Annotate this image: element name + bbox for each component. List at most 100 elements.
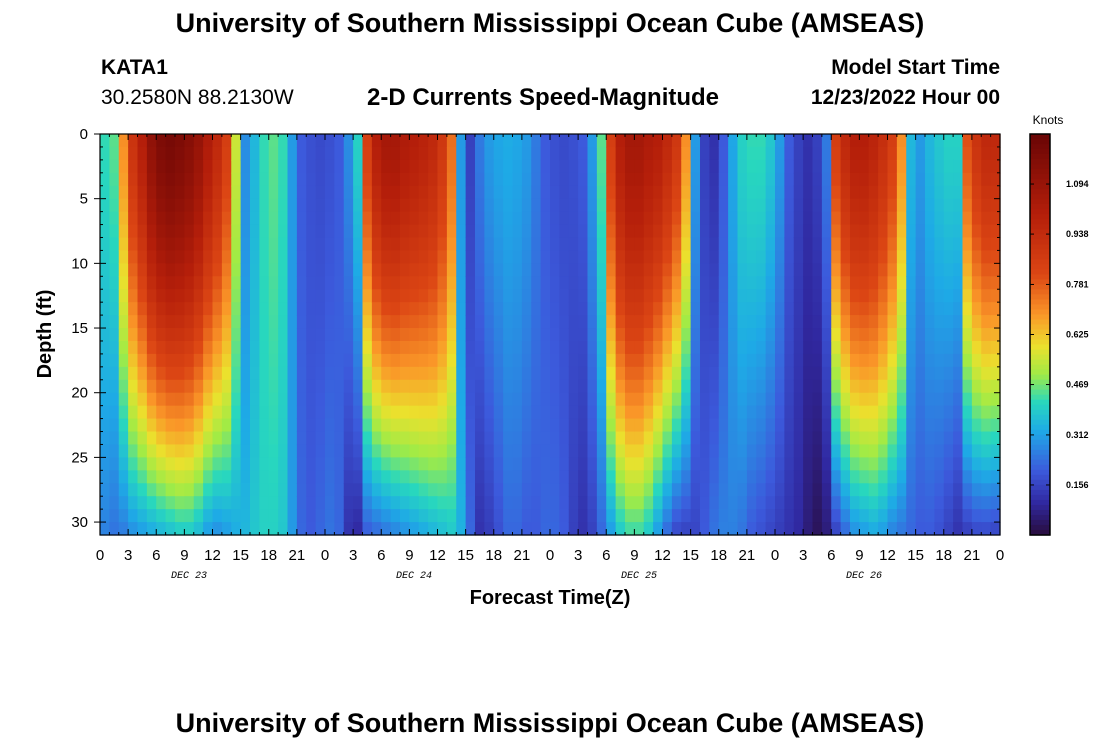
heatmap-cell [231, 302, 242, 316]
heatmap-cell [203, 483, 214, 497]
heatmap-cell [775, 340, 785, 355]
heatmap-cell [887, 366, 898, 381]
heatmap-cell [925, 172, 935, 187]
heatmap-cell [287, 159, 298, 174]
heatmap-cell [784, 444, 795, 458]
heatmap-cell [456, 289, 467, 303]
heatmap-cell [390, 302, 401, 316]
heatmap-cell [418, 340, 429, 355]
heatmap-cell [156, 418, 167, 433]
heatmap-cell [343, 340, 354, 355]
heatmap-cell [390, 159, 401, 174]
heatmap-cell [671, 211, 682, 226]
heatmap-cell [278, 522, 289, 536]
heatmap-cell [146, 263, 157, 277]
heatmap-cell [184, 224, 195, 239]
heatmap-cell [737, 185, 748, 200]
heatmap-cell [184, 302, 195, 316]
heatmap-cell [437, 302, 448, 316]
heatmap-cell [934, 496, 945, 510]
heatmap-cell [146, 353, 157, 368]
heatmap-cell [512, 457, 523, 471]
heatmap-cell [390, 315, 401, 329]
heatmap-cell [971, 366, 982, 381]
heatmap-cell [325, 224, 335, 239]
heatmap-cell [981, 431, 992, 446]
heatmap-cell [821, 315, 832, 329]
heatmap-cell [803, 146, 814, 161]
heatmap-cell [953, 431, 964, 446]
heatmap-cell [953, 353, 964, 368]
heatmap-cell [475, 353, 485, 368]
heatmap-cell [784, 379, 795, 394]
heatmap-cell [981, 483, 992, 497]
heatmap-cell [446, 315, 457, 329]
heatmap-cell [606, 315, 617, 329]
heatmap-cell [268, 159, 279, 174]
heatmap-cell [175, 315, 185, 329]
heatmap-cell [428, 276, 439, 290]
heatmap-cell [906, 185, 917, 200]
heatmap-cell [475, 146, 485, 161]
heatmap-cell [915, 328, 926, 342]
heatmap-cell [221, 444, 232, 458]
heatmap-cell [325, 470, 335, 484]
heatmap-cell [746, 431, 757, 446]
heatmap-cell [681, 483, 692, 497]
heatmap-cell [278, 276, 289, 290]
heatmap-cell [109, 392, 120, 407]
heatmap-cell [315, 276, 326, 290]
heatmap-cell [362, 353, 373, 368]
heatmap-cell [418, 328, 429, 342]
heatmap-cell [812, 392, 823, 407]
heatmap-cell [765, 457, 776, 471]
heatmap-cell [428, 483, 439, 497]
heatmap-cell [671, 379, 682, 394]
heatmap-cell [662, 483, 673, 497]
heatmap-cell [953, 289, 964, 303]
heatmap-cell [990, 302, 1001, 316]
heatmap-cell [146, 134, 157, 148]
heatmap-cell [193, 237, 204, 252]
heatmap-cell [437, 483, 448, 497]
heatmap-cell [718, 134, 729, 148]
station-id: KATA1 [101, 56, 168, 79]
heatmap-cell [137, 418, 148, 433]
heatmap-cell [540, 211, 551, 226]
heatmap-cell [643, 340, 654, 355]
heatmap-cell [493, 172, 504, 187]
heatmap-cell [803, 263, 814, 277]
heatmap-cell [437, 496, 448, 510]
heatmap-cell [109, 289, 120, 303]
heatmap-cell [165, 263, 176, 277]
heatmap-cell [175, 134, 185, 148]
heatmap-cell [484, 483, 495, 497]
colorbar-swatch [1030, 374, 1050, 381]
heatmap-cell [587, 444, 598, 458]
heatmap-cell [203, 250, 214, 264]
heatmap-cell [690, 340, 701, 355]
heatmap-cell [896, 418, 907, 433]
heatmap-cell [859, 315, 870, 329]
heatmap-cell [596, 289, 607, 303]
heatmap-cell [118, 198, 129, 213]
heatmap-cell [203, 185, 214, 200]
heatmap-cell [943, 522, 954, 536]
heatmap-cell [971, 224, 982, 239]
heatmap-cell [728, 522, 739, 536]
heatmap-cell [100, 263, 110, 277]
heatmap-cell [737, 237, 748, 252]
heatmap-cell [475, 211, 485, 226]
heatmap-cell [962, 522, 973, 536]
heatmap-cell [456, 392, 467, 407]
heatmap-cell [390, 418, 401, 433]
heatmap-cell [915, 340, 926, 355]
heatmap-cell [812, 185, 823, 200]
heatmap-cell [296, 496, 307, 510]
heatmap-cell [962, 328, 973, 342]
heatmap-cell [334, 522, 345, 536]
heatmap-cell [240, 379, 251, 394]
heatmap-cell [343, 483, 354, 497]
heatmap-cell [578, 470, 589, 484]
heatmap-cell [643, 211, 654, 226]
